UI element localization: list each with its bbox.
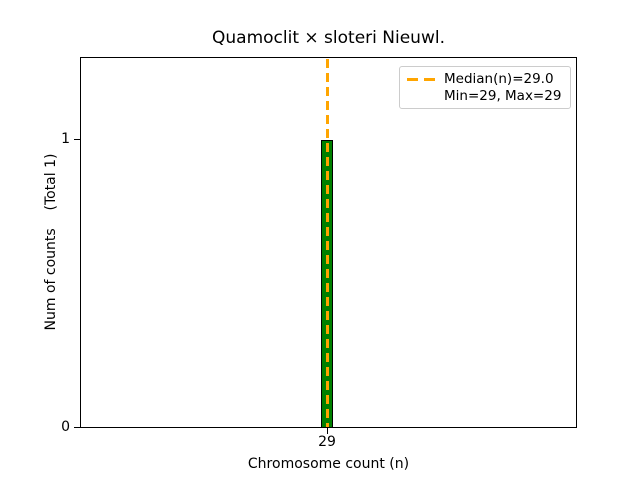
legend-label-minmax: Min=29, Max=29 [444, 87, 562, 104]
legend: Median(n)=29.0 Min=29, Max=29 [399, 66, 571, 109]
median-dashed-line-icon [407, 77, 435, 81]
y-tick-mark-1 [74, 138, 80, 140]
legend-entry-minmax: Min=29, Max=29 [407, 88, 563, 104]
y-axis-label: Num of counts (Total 1) [43, 153, 59, 331]
legend-blank-handle [407, 94, 435, 97]
legend-label-median: Median(n)=29.0 [444, 71, 554, 88]
x-tick-label-29: 29 [318, 434, 336, 450]
x-axis-label: Chromosome count (n) [247, 456, 410, 472]
legend-entry-median: Median(n)=29.0 [407, 71, 563, 87]
y-tick-label-0: 0 [61, 419, 70, 435]
y-tick-mark-0 [74, 426, 80, 428]
median-line [326, 58, 329, 427]
chart-title: Quamoclit × sloteri Nieuwl. [212, 28, 445, 48]
y-tick-label-1: 1 [61, 131, 70, 147]
x-tick-mark-29 [326, 428, 328, 434]
